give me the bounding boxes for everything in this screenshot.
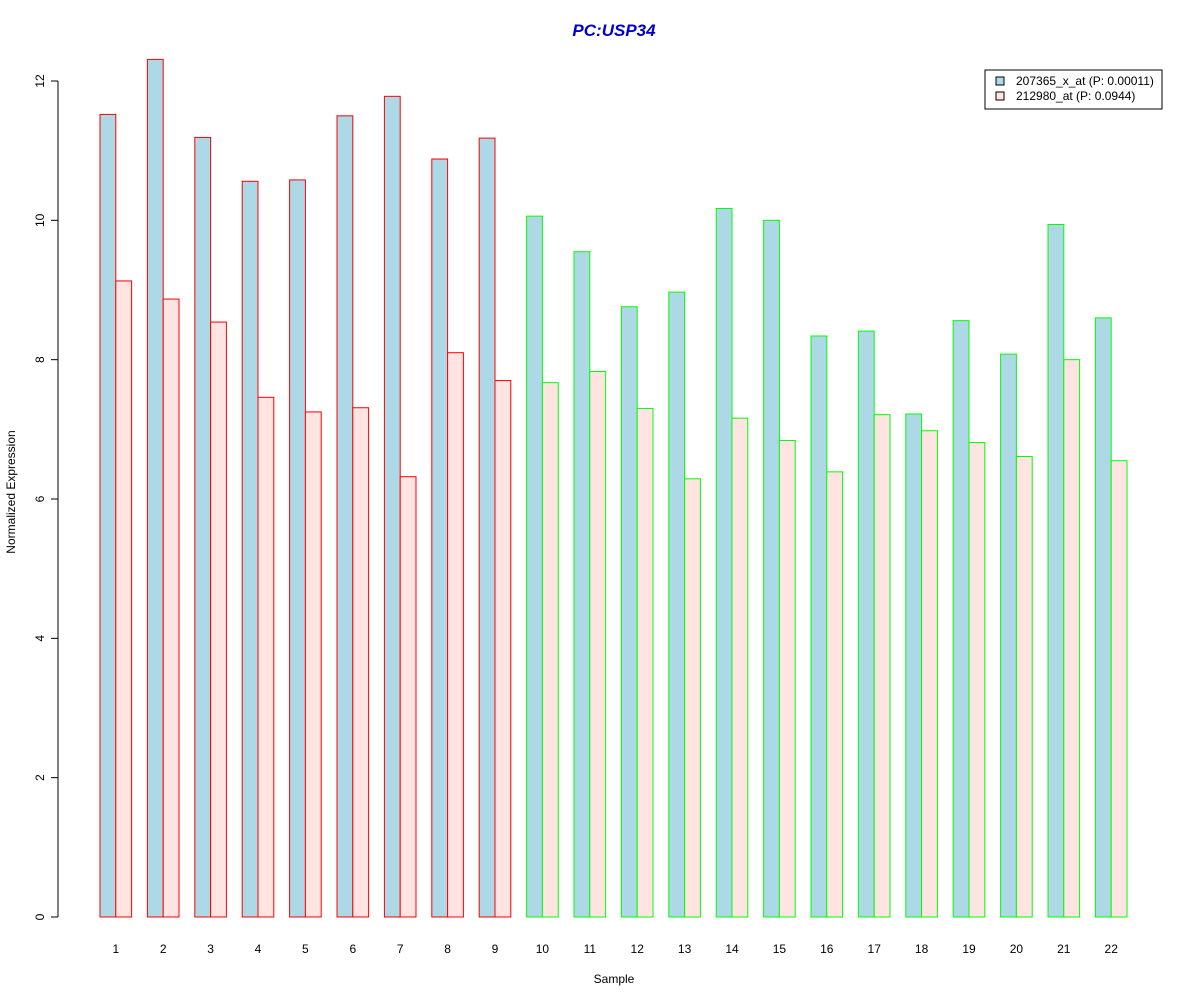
bar-series2-sample-7 — [399, 476, 417, 918]
x-tick-label: 10 — [536, 942, 550, 956]
x-tick-label: 16 — [820, 942, 834, 956]
bar-series2-sample-16 — [826, 471, 844, 918]
y-tick-label: 12 — [33, 74, 47, 88]
bar-series1-sample-12 — [620, 306, 638, 918]
bar-series1-sample-7 — [383, 95, 401, 918]
x-axis-label: Sample — [594, 972, 635, 986]
x-tick-label: 4 — [255, 942, 262, 956]
bar-series1-sample-16 — [810, 335, 828, 918]
bar-series2-sample-12 — [636, 407, 654, 918]
x-tick-label: 13 — [678, 942, 692, 956]
bar-series2-sample-5 — [304, 411, 322, 918]
y-tick-label: 0 — [33, 913, 47, 920]
bar-series1-sample-2 — [146, 58, 164, 918]
y-tick-label: 4 — [33, 635, 47, 642]
x-tick-label: 15 — [773, 942, 787, 956]
bar-series2-sample-14 — [731, 417, 749, 918]
bar-series1-sample-17 — [857, 330, 875, 918]
x-tick-label: 2 — [160, 942, 167, 956]
bar-series1-sample-19 — [952, 320, 970, 918]
x-tick-label: 3 — [207, 942, 214, 956]
bar-series2-sample-9 — [494, 380, 512, 918]
legend-box — [984, 69, 1163, 110]
bar-series2-sample-10 — [541, 382, 559, 918]
bar-series1-sample-22 — [1094, 317, 1112, 918]
bar-series2-sample-17 — [873, 414, 891, 918]
x-tick-label: 7 — [397, 942, 404, 956]
bar-series1-sample-6 — [336, 115, 354, 918]
bar-series1-sample-14 — [715, 207, 733, 918]
bar-series1-sample-11 — [573, 251, 591, 918]
bar-series2-sample-8 — [447, 352, 464, 918]
legend-swatch — [995, 91, 1005, 101]
y-axis: 0 2 4 6 8 10 12 — [33, 74, 59, 920]
x-tick-label: 8 — [444, 942, 451, 956]
x-tick-label: 19 — [962, 942, 976, 956]
bar-series2-sample-19 — [968, 442, 986, 918]
x-tick-label: 22 — [1105, 942, 1119, 956]
y-tick-label: 6 — [33, 495, 47, 502]
bar-series2-sample-1 — [115, 280, 133, 918]
bar-series1-sample-10 — [526, 215, 543, 918]
x-tick-label: 18 — [915, 942, 929, 956]
y-axis-label: Normalized Expression — [4, 430, 18, 553]
x-tick-label: 14 — [725, 942, 739, 956]
legend: 207365_x_at (P: 0.00011)212980_at (P: 0.… — [984, 69, 1163, 110]
x-tick-label: 5 — [302, 942, 309, 956]
legend-swatch — [995, 76, 1005, 86]
x-tick-label: 12 — [631, 942, 645, 956]
bar-series2-sample-18 — [921, 430, 938, 918]
legend-label: 212980_at (P: 0.0944) — [1016, 89, 1135, 103]
x-tick-label: 6 — [349, 942, 356, 956]
bar-series1-sample-1 — [99, 113, 117, 918]
x-tick-label: 17 — [868, 942, 882, 956]
bar-series1-sample-20 — [1000, 353, 1017, 918]
y-tick-label: 8 — [33, 356, 47, 363]
bar-series1-sample-4 — [241, 180, 259, 918]
bar-series1-sample-5 — [289, 179, 306, 918]
bar-series2-sample-13 — [684, 478, 701, 918]
bar-series2-sample-15 — [778, 439, 796, 918]
bar-series1-sample-8 — [431, 158, 449, 918]
x-tick-label: 1 — [112, 942, 119, 956]
bar-series2-sample-20 — [1015, 456, 1033, 918]
legend-label: 207365_x_at (P: 0.00011) — [1016, 74, 1154, 88]
chart-title: PC:USP34 — [572, 21, 656, 40]
y-tick-label: 2 — [33, 774, 47, 781]
bar-series1-sample-9 — [478, 137, 496, 918]
bar-series1-sample-3 — [194, 136, 212, 918]
bar-series2-sample-4 — [257, 396, 275, 918]
bar-series2-sample-2 — [162, 298, 180, 918]
bar-series1-sample-21 — [1047, 224, 1065, 918]
bar-series2-sample-11 — [589, 371, 607, 918]
bar-series1-sample-15 — [763, 219, 780, 918]
x-tick-label: 21 — [1057, 942, 1071, 956]
bar-series1-sample-13 — [668, 291, 686, 918]
x-tick-label: 11 — [584, 942, 597, 956]
x-tick-label: 9 — [492, 942, 499, 956]
bar-series2-sample-21 — [1063, 359, 1081, 918]
bar-series2-sample-6 — [352, 407, 370, 918]
x-tick-labels: 1 2 3 4 5 6 7 8 9 10 11 12 13 14 15 16 17 18 19 20 21 22 — [112, 942, 1118, 956]
y-tick-label: 10 — [33, 213, 47, 227]
bars-group — [99, 58, 1128, 918]
bar-series2-sample-3 — [210, 321, 227, 918]
bar-series2-sample-22 — [1110, 460, 1128, 918]
x-tick-label: 20 — [1010, 942, 1024, 956]
bar-series1-sample-18 — [905, 413, 923, 918]
